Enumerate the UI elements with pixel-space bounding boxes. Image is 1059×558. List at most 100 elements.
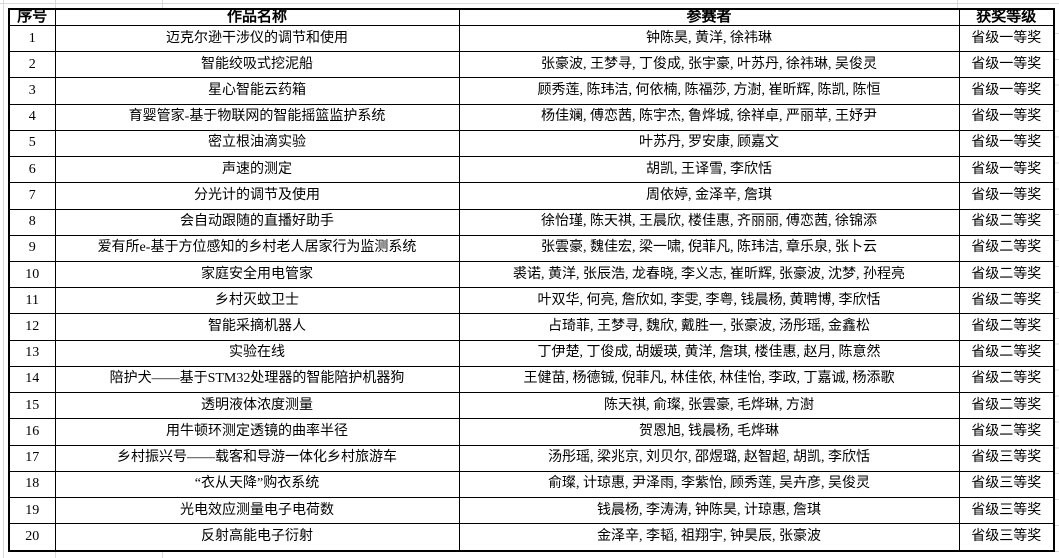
cell-serial-number: 17 [8,444,56,472]
cell-serial-number: 9 [8,234,56,262]
cell-participants: 胡凯, 王译雪, 李欣恬 [458,156,960,184]
cell-award-level: 省级一等奖 [958,156,1055,184]
cell-serial-number: 15 [8,392,56,420]
table-row: 5 密立根油滴实验 叶苏丹, 罗安康, 顾嘉文 省级一等奖 [8,129,1055,158]
cell-participants: 陈天祺, 俞璨, 张雲豪, 毛烨琳, 方澍 [458,392,960,420]
cell-work-title: 智能绞吸式挖泥船 [54,51,460,79]
cell-work-title: 迈克尔逊干涉仪的调节和使用 [54,24,460,53]
cell-award-level: 省级三等奖 [958,496,1055,525]
cell-work-title: “衣从天降”购衣系统 [54,470,460,498]
cell-award-level: 省级二等奖 [958,339,1055,367]
cell-participants: 钟陈昊, 黄洋, 徐祎琳 [458,24,960,53]
cell-award-level: 省级一等奖 [958,51,1055,79]
cell-award-level: 省级二等奖 [958,208,1055,236]
table-row: 10 家庭安全用电管家 裘诺, 黄洋, 张辰浩, 龙春晓, 李义志, 崔昕辉, 张豪… [8,260,1055,289]
table-row: 20 反射高能电子衍射 金泽辛, 李韬, 祖翔宇, 钟昊辰, 张豪波 省级三等奖 [8,523,1055,552]
cell-participants: 裘诺, 黄洋, 张辰浩, 龙春晓, 李义志, 崔昕辉, 张豪波, 沈梦, 孙程亮 [458,260,960,289]
cell-work-title: 智能采摘机器人 [54,313,460,341]
cell-work-title: 反射高能电子衍射 [54,523,460,552]
cell-work-title: 会自动跟随的直播好助手 [54,208,460,236]
cell-participants: 周依婷, 金泽辛, 詹琪 [458,182,960,210]
table-row: 9 爱有所e-基于方位感知的乡村老人居家行为监测系统 张雲豪, 魏佳宏, 梁一啸, … [8,234,1055,262]
cell-participants: 占琦菲, 王梦寻, 魏欣, 戴胜一, 张豪波, 汤彤瑶, 金鑫松 [458,313,960,341]
gridline-top-horizontal [0,3,1059,4]
cell-participants: 王健苗, 杨德铖, 倪菲凡, 林佳依, 林佳怡, 李政, 丁嘉诚, 杨添歌 [458,365,960,394]
gridline-stub [55,0,56,8]
cell-serial-number: 12 [8,313,56,341]
cell-award-level: 省级二等奖 [958,392,1055,420]
cell-award-level: 省级二等奖 [958,287,1055,315]
cell-work-title: 爱有所e-基于方位感知的乡村老人居家行为监测系统 [54,234,460,262]
cell-award-level: 省级二等奖 [958,313,1055,341]
header-participants: 参赛者 [458,8,960,26]
cell-participants: 叶双华, 何亮, 詹欣如, 李雯, 李粤, 钱晨杨, 黄聘博, 李欣恬 [458,287,960,315]
cell-serial-number: 10 [8,260,56,289]
header-work-title: 作品名称 [54,8,460,26]
cell-serial-number: 20 [8,523,56,552]
table-row: 3 星心智能云药箱 顾秀莲, 陈玮洁, 何依楠, 陈福莎, 方澍, 崔昕辉, 陈凯,… [8,77,1055,105]
table-row: 18 “衣从天降”购衣系统 俞璨, 计琼惠, 尹泽雨, 李紫怡, 顾秀莲, 吴卉彦,… [8,470,1055,498]
cell-award-level: 省级二等奖 [958,260,1055,289]
cell-work-title: 乡村振兴号——载客和导游一体化乡村旅游车 [54,444,460,472]
cell-participants: 贺恩旭, 钱晨杨, 毛烨琳 [458,418,960,446]
table-body: 1 迈克尔逊干涉仪的调节和使用 钟陈昊, 黄洋, 徐祎琳 省级一等奖 2 智能绞吸式挖泥船… [8,24,1055,552]
cell-serial-number: 11 [8,287,56,315]
table-row: 6 声速的测定 胡凯, 王译雪, 李欣恬 省级一等奖 [8,156,1055,184]
cell-serial-number: 5 [8,129,56,158]
table-row: 16 用牛顿环测定透镜的曲率半径 贺恩旭, 钱晨杨, 毛烨琳 省级二等奖 [8,418,1055,446]
cell-participants: 叶苏丹, 罗安康, 顾嘉文 [458,129,960,158]
table-row: 8 会自动跟随的直播好助手 徐怡瑾, 陈天祺, 王晨欣, 楼佳惠, 齐丽丽, 傅恋茜… [8,208,1055,236]
gridline-stub [55,552,56,558]
cell-work-title: 乡村灭蚊卫士 [54,287,460,315]
cell-serial-number: 1 [8,24,56,53]
gridline-right-stubs [1053,8,1059,552]
cell-award-level: 省级一等奖 [958,182,1055,210]
table-row: 19 光电效应测量电子电荷数 钱晨杨, 李涛涛, 钟陈昊, 计琼惠, 詹琪 省级三等奖 [8,496,1055,525]
cell-serial-number: 13 [8,339,56,367]
cell-work-title: 透明液体浓度测量 [54,392,460,420]
cell-award-level: 省级一等奖 [958,77,1055,105]
cell-award-level: 省级一等奖 [958,129,1055,158]
cell-work-title: 光电效应测量电子电荷数 [54,496,460,525]
cell-work-title: 陪护犬——基于STM32处理器的智能陪护机器狗 [54,365,460,394]
cell-serial-number: 19 [8,496,56,525]
cell-work-title: 声速的测定 [54,156,460,184]
table-row: 7 分光计的调节及使用 周依婷, 金泽辛, 詹琪 省级一等奖 [8,182,1055,210]
cell-participants: 俞璨, 计琼惠, 尹泽雨, 李紫怡, 顾秀莲, 吴卉彦, 吴俊灵 [458,470,960,498]
table-row: 15 透明液体浓度测量 陈天祺, 俞璨, 张雲豪, 毛烨琳, 方澍 省级二等奖 [8,392,1055,420]
cell-serial-number: 3 [8,77,56,105]
gridline-left-vertical [3,0,4,558]
cell-award-level: 省级二等奖 [958,418,1055,446]
cell-work-title: 家庭安全用电管家 [54,260,460,289]
header-award-level: 获奖等级 [958,8,1055,26]
table-row: 1 迈克尔逊干涉仪的调节和使用 钟陈昊, 黄洋, 徐祎琳 省级一等奖 [8,24,1055,53]
cell-award-level: 省级三等奖 [958,444,1055,472]
cell-participants: 张雲豪, 魏佳宏, 梁一啸, 倪菲凡, 陈玮洁, 章乐泉, 张卜云 [458,234,960,262]
cell-participants: 顾秀莲, 陈玮洁, 何依楠, 陈福莎, 方澍, 崔昕辉, 陈凯, 陈恒 [458,77,960,105]
cell-award-level: 省级二等奖 [958,234,1055,262]
table-row: 12 智能采摘机器人 占琦菲, 王梦寻, 魏欣, 戴胜一, 张豪波, 汤彤瑶, 金鑫… [8,313,1055,341]
table-row: 11 乡村灭蚊卫士 叶双华, 何亮, 詹欣如, 李雯, 李粤, 钱晨杨, 黄聘博, … [8,287,1055,315]
cell-work-title: 实验在线 [54,339,460,367]
table-row: 17 乡村振兴号——载客和导游一体化乡村旅游车 汤彤瑶, 梁兆京, 刘贝尔, 邵煜璐… [8,444,1055,472]
cell-work-title: 星心智能云药箱 [54,77,460,105]
table-row: 2 智能绞吸式挖泥船 张豪波, 王梦寻, 丁俊成, 张宇豪, 叶苏丹, 徐祎琳, 吴… [8,51,1055,79]
table-row: 4 育婴管家-基于物联网的智能摇篮监护系统 杨佳斓, 傅恋茜, 陈宇杰, 鲁烨城, … [8,103,1055,131]
cell-serial-number: 6 [8,156,56,184]
cell-serial-number: 14 [8,365,56,394]
cell-work-title: 分光计的调节及使用 [54,182,460,210]
cell-award-level: 省级二等奖 [958,365,1055,394]
cell-participants: 张豪波, 王梦寻, 丁俊成, 张宇豪, 叶苏丹, 徐祎琳, 吴俊灵 [458,51,960,79]
cell-participants: 钱晨杨, 李涛涛, 钟陈昊, 计琼惠, 詹琪 [458,496,960,525]
cell-award-level: 省级三等奖 [958,523,1055,552]
cell-participants: 杨佳斓, 傅恋茜, 陈宇杰, 鲁烨城, 徐祥卓, 严丽苹, 王妤尹 [458,103,960,131]
header-row: 序号 作品名称 参赛者 获奖等级 [8,8,1055,26]
cell-work-title: 育婴管家-基于物联网的智能摇篮监护系统 [54,103,460,131]
cell-participants: 汤彤瑶, 梁兆京, 刘贝尔, 邵煜璐, 赵智超, 胡凯, 李欣恬 [458,444,960,472]
cell-serial-number: 16 [8,418,56,446]
cell-serial-number: 7 [8,182,56,210]
cell-serial-number: 8 [8,208,56,236]
cell-serial-number: 2 [8,51,56,79]
cell-serial-number: 4 [8,103,56,131]
gridline-stub [162,0,163,8]
